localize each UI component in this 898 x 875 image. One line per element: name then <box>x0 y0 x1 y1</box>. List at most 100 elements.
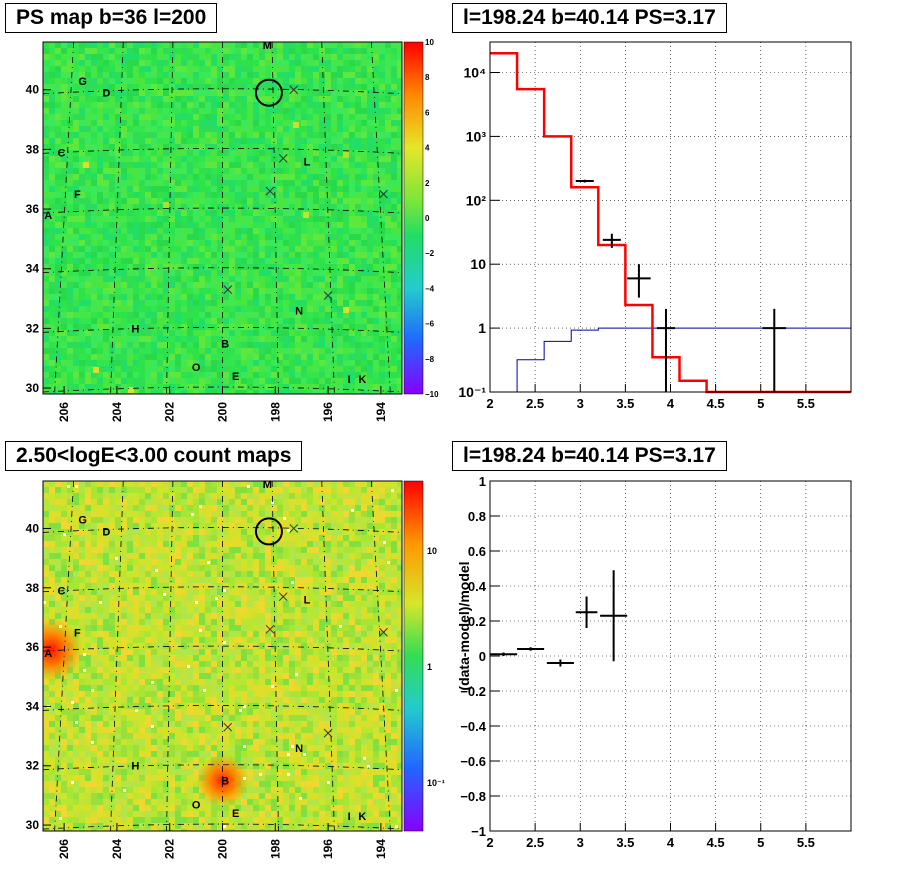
map-pixel <box>229 234 235 240</box>
map-pixel <box>157 306 163 312</box>
map-pixel <box>199 108 205 114</box>
map-pixel <box>295 583 301 589</box>
map-pixel <box>103 276 109 282</box>
map-pixel <box>319 294 325 300</box>
map-pixel <box>379 565 385 571</box>
map-pixel <box>295 288 301 294</box>
map-pixel <box>223 547 229 553</box>
map-pixel <box>289 342 295 348</box>
map-pixel <box>349 156 355 162</box>
map-pixel <box>229 264 235 270</box>
map-pixel <box>247 318 253 324</box>
map-pixel <box>265 372 271 378</box>
map-pixel <box>175 102 181 108</box>
map-pixel <box>373 324 379 330</box>
map-pixel <box>145 276 151 282</box>
map-pixel <box>103 174 109 180</box>
map-pixel <box>91 300 97 306</box>
map-pixel <box>193 216 199 222</box>
map-pixel <box>391 150 397 156</box>
map-pixel <box>301 192 307 198</box>
map-pixel <box>97 613 103 619</box>
map-pixel <box>91 613 97 619</box>
map-pixel <box>355 240 361 246</box>
map-pixel <box>319 96 325 102</box>
map-pixel <box>217 481 223 487</box>
map-pixel <box>85 198 91 204</box>
map-pixel <box>379 84 385 90</box>
map-pixel <box>397 210 402 216</box>
map-pixel <box>241 150 247 156</box>
map-pixel <box>55 198 61 204</box>
map-pixel <box>127 535 133 541</box>
map-pixel <box>241 42 247 48</box>
map-pixel <box>199 607 205 613</box>
map-pixel <box>385 240 391 246</box>
map-pixel <box>283 204 289 210</box>
map-pixel <box>283 523 289 529</box>
map-pixel <box>139 300 145 306</box>
map-pixel <box>145 535 151 541</box>
map-pixel <box>361 180 367 186</box>
map-pixel <box>385 174 391 180</box>
map-pixel <box>385 132 391 138</box>
map-pixel <box>85 132 91 138</box>
map-pixel <box>289 78 295 84</box>
map-pixel <box>67 204 73 210</box>
map-pixel <box>325 234 331 240</box>
map-pixel <box>91 264 97 270</box>
map-pixel <box>127 246 133 252</box>
map-pixel <box>271 210 277 216</box>
map-pixel <box>115 222 121 228</box>
map-pixel <box>373 529 379 535</box>
map-pixel <box>391 535 397 541</box>
map-pixel <box>379 216 385 222</box>
map-pixel <box>73 162 79 168</box>
map-pixel <box>133 138 139 144</box>
map-pixel <box>145 312 151 318</box>
map-pixel <box>211 60 217 66</box>
map-pixel <box>385 288 391 294</box>
map-pixel <box>199 90 205 96</box>
map-pixel <box>277 210 283 216</box>
map-pixel <box>247 378 253 384</box>
map-pixel <box>121 42 127 48</box>
map-pixel <box>301 72 307 78</box>
map-pixel <box>361 300 367 306</box>
map-pixel <box>43 571 49 577</box>
map-pixel <box>133 204 139 210</box>
map-pixel <box>325 318 331 324</box>
map-pixel <box>145 162 151 168</box>
map-pixel <box>337 529 343 535</box>
map-pixel <box>223 342 229 348</box>
map-pixel <box>259 138 265 144</box>
map-pixel <box>163 517 169 523</box>
map-pixel <box>127 72 133 78</box>
map-pixel <box>229 571 235 577</box>
map-pixel <box>145 517 151 523</box>
map-pixel <box>331 96 337 102</box>
map-pixel <box>301 90 307 96</box>
map-pixel <box>367 601 373 607</box>
map-pixel <box>379 144 385 150</box>
map-pixel <box>241 84 247 90</box>
map-pixel <box>283 300 289 306</box>
map-pixel <box>361 493 367 499</box>
map-pixel <box>157 511 163 517</box>
map-pixel <box>355 198 361 204</box>
map-pixel <box>85 541 91 547</box>
map-pixel <box>55 126 61 132</box>
map-pixel <box>361 306 367 312</box>
map-pixel <box>289 258 295 264</box>
map-pixel <box>391 324 397 330</box>
map-pixel <box>97 60 103 66</box>
map-pixel <box>367 511 373 517</box>
map-pixel <box>103 234 109 240</box>
map-pixel <box>343 192 349 198</box>
map-pixel <box>307 216 313 222</box>
map-pixel <box>169 90 175 96</box>
map-pixel <box>199 96 205 102</box>
map-pixel <box>253 318 259 324</box>
map-pixel <box>115 565 121 571</box>
map-pixel <box>277 354 283 360</box>
